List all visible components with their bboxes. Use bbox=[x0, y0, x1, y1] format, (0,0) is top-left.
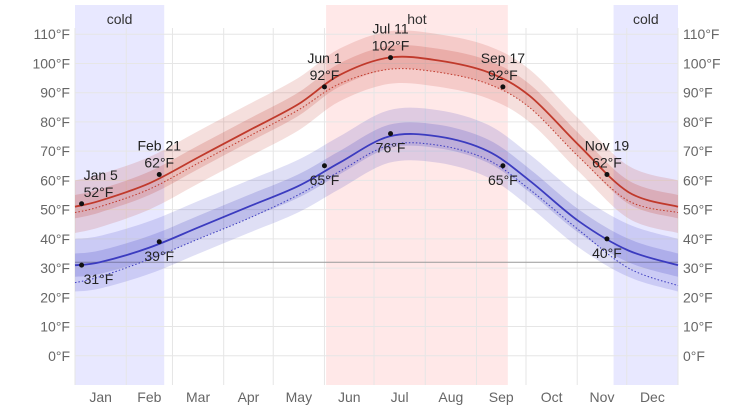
season-label-1: hot bbox=[407, 11, 427, 27]
annotation-point-10 bbox=[500, 163, 506, 169]
annotation-value-3: 102°F bbox=[372, 38, 410, 54]
y-tick-right-4: 40°F bbox=[683, 231, 713, 247]
y-tick-left-7: 70°F bbox=[40, 143, 70, 159]
y-tick-left-3: 30°F bbox=[40, 260, 70, 276]
x-tick-0: Jan bbox=[89, 389, 112, 405]
y-tick-left-9: 90°F bbox=[40, 85, 70, 101]
annotation-date-2: Jun 1 bbox=[307, 50, 341, 66]
y-tick-left-5: 50°F bbox=[40, 202, 70, 218]
annotation-date-4: Sep 17 bbox=[481, 50, 526, 66]
x-tick-3: Apr bbox=[238, 389, 260, 405]
annotation-value-8: 65°F bbox=[310, 172, 340, 188]
y-tick-right-2: 20°F bbox=[683, 289, 713, 305]
annotation-point-7 bbox=[156, 239, 162, 245]
annotation-point-5 bbox=[604, 172, 610, 178]
y-tick-right-1: 10°F bbox=[683, 319, 713, 335]
y-tick-left-2: 20°F bbox=[40, 289, 70, 305]
series-1-band-outer bbox=[75, 107, 678, 292]
annotation-value-6: 31°F bbox=[84, 271, 114, 287]
series-1-line bbox=[74, 133, 679, 267]
annotation-point-1 bbox=[156, 172, 162, 178]
annotation-point-8 bbox=[321, 163, 327, 169]
y-tick-left-1: 10°F bbox=[40, 319, 70, 335]
annotation-date-3: Jul 11 bbox=[372, 21, 409, 37]
x-tick-11: Dec bbox=[640, 389, 665, 405]
season-band-2 bbox=[613, 5, 678, 385]
series-0-dotted-line bbox=[74, 68, 679, 213]
annotation-point-0 bbox=[79, 201, 85, 207]
x-tick-1: Feb bbox=[137, 389, 161, 405]
x-tick-5: Jun bbox=[338, 389, 361, 405]
annotation-point-3 bbox=[388, 55, 394, 61]
x-tick-8: Sep bbox=[489, 389, 514, 405]
y-tick-left-0: 0°F bbox=[48, 348, 70, 364]
season-label-2: cold bbox=[633, 11, 659, 27]
annotation-point-2 bbox=[321, 84, 327, 90]
x-tick-2: Mar bbox=[186, 389, 210, 405]
y-tick-right-10: 100°F bbox=[683, 55, 721, 71]
y-tick-right-8: 80°F bbox=[683, 114, 713, 130]
y-tick-left-10: 100°F bbox=[32, 55, 70, 71]
y-tick-left-8: 80°F bbox=[40, 114, 70, 130]
annotation-date-1: Feb 21 bbox=[137, 138, 181, 154]
y-tick-left-4: 40°F bbox=[40, 231, 70, 247]
x-tick-4: May bbox=[286, 389, 312, 405]
annotation-value-0: 52°F bbox=[84, 184, 114, 200]
x-tick-9: Oct bbox=[541, 389, 563, 405]
annotation-value-11: 40°F bbox=[592, 245, 622, 261]
annotation-value-7: 39°F bbox=[144, 248, 174, 264]
annotation-value-9: 76°F bbox=[376, 140, 406, 156]
series-1-dotted-line bbox=[74, 142, 679, 287]
annotation-point-6 bbox=[79, 262, 85, 268]
y-tick-right-6: 60°F bbox=[683, 172, 713, 188]
annotation-value-1: 62°F bbox=[144, 155, 174, 171]
annotation-value-4: 92°F bbox=[488, 67, 518, 83]
y-tick-right-11: 110°F bbox=[683, 26, 719, 42]
x-tick-6: Jul bbox=[391, 389, 409, 405]
series-1-band-inner bbox=[75, 122, 678, 277]
annotation-point-4 bbox=[500, 84, 506, 90]
y-tick-right-0: 0°F bbox=[683, 348, 705, 364]
annotation-value-5: 62°F bbox=[592, 155, 622, 171]
series-0-line bbox=[74, 55, 679, 208]
x-tick-10: Nov bbox=[590, 389, 615, 405]
annotation-point-9 bbox=[388, 131, 394, 137]
annotation-value-2: 92°F bbox=[310, 67, 340, 83]
x-tick-7: Aug bbox=[438, 389, 463, 405]
series-0-band-inner bbox=[75, 45, 678, 219]
annotation-date-0: Jan 5 bbox=[84, 167, 118, 183]
annotation-value-10: 65°F bbox=[488, 172, 518, 188]
y-tick-left-6: 60°F bbox=[40, 172, 70, 188]
y-tick-right-5: 50°F bbox=[683, 202, 713, 218]
y-tick-right-7: 70°F bbox=[683, 143, 713, 159]
season-label-0: cold bbox=[107, 11, 133, 27]
y-tick-right-9: 90°F bbox=[683, 85, 713, 101]
y-tick-right-3: 30°F bbox=[683, 260, 713, 276]
y-tick-left-11: 110°F bbox=[34, 26, 70, 42]
annotation-date-5: Nov 19 bbox=[585, 138, 630, 154]
series-0-band-outer bbox=[75, 30, 678, 234]
annotation-point-11 bbox=[604, 236, 610, 242]
